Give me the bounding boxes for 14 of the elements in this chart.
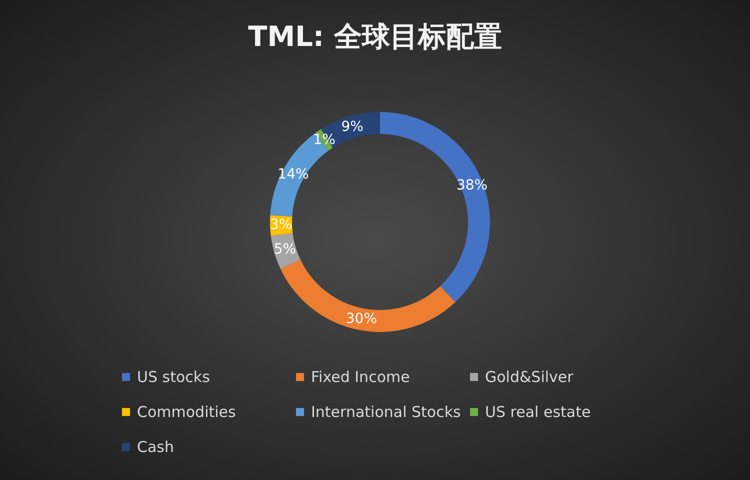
legend-label: Cash [137, 438, 174, 456]
legend-label: International Stocks [311, 402, 461, 420]
data-label: 9% [341, 118, 364, 135]
legend-label: Commodities [137, 402, 236, 420]
donut-slice [380, 112, 490, 302]
legend-label: US stocks [137, 368, 210, 386]
chart-title: TML: 全球目标配置 [247, 19, 503, 55]
legend-label: Fixed Income [311, 368, 410, 386]
data-label: 30% [346, 311, 378, 328]
legend-label: Gold&Silver [485, 368, 574, 386]
data-label: 5% [274, 242, 296, 258]
donut-slice [280, 259, 456, 332]
data-label: 3% [270, 217, 292, 234]
legend-label: US real estate [485, 402, 591, 420]
